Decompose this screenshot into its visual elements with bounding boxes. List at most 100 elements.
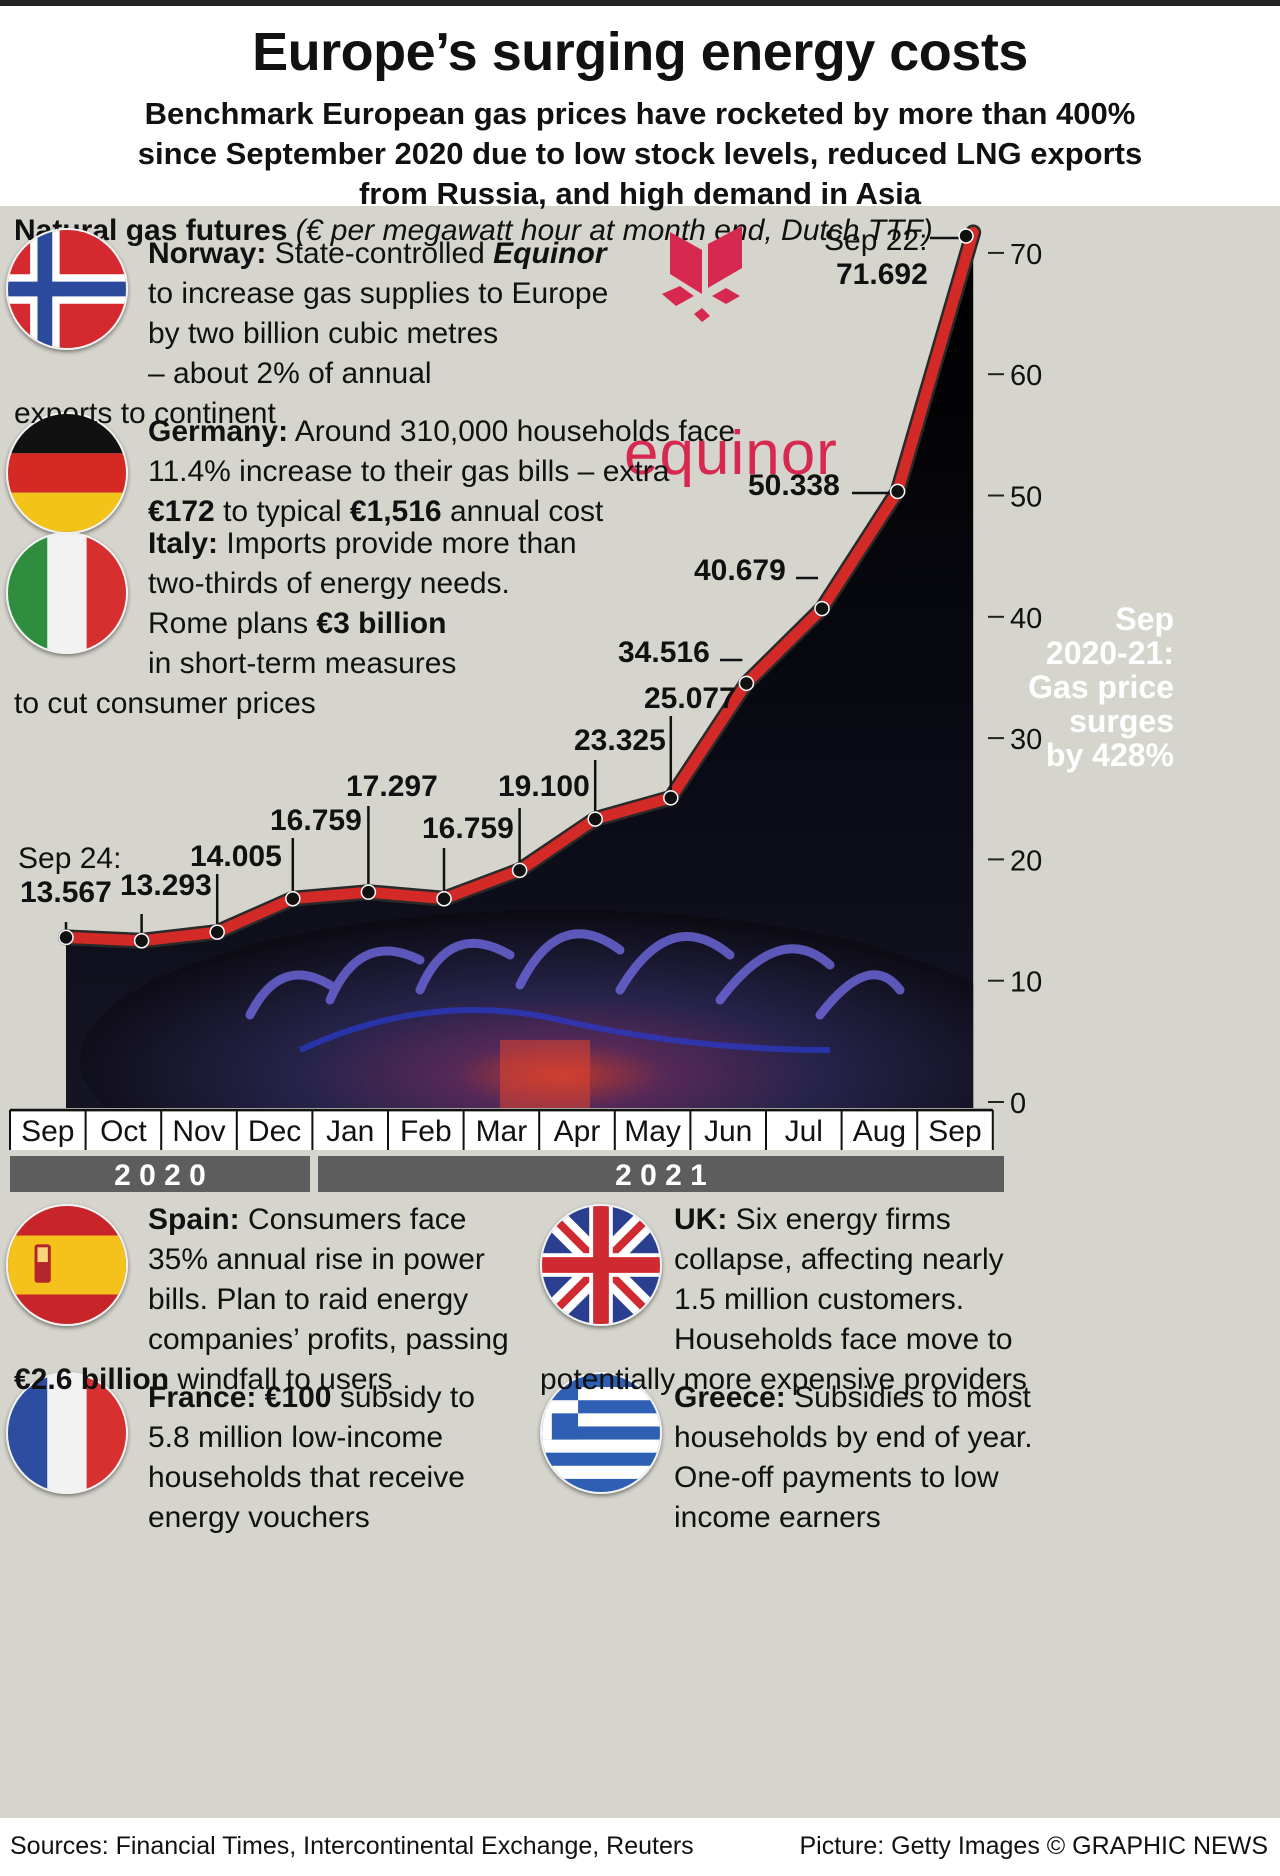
chart-label-units: (€ per megawatt hour at month end, Dutch… [295,214,933,247]
germany-text-3b: to typical [223,495,342,528]
x-tick-box [237,1112,312,1150]
uk-text-3: 1.5 million customers. [674,1283,965,1316]
germany-text-1: Around 310,000 households face [294,415,736,448]
x-tick-box [464,1112,539,1150]
spain-flag-icon [6,1204,128,1326]
italy-head: Italy: [148,527,219,560]
data-label: 25.077 [644,682,736,715]
norway-head: Norway: [148,237,267,270]
subtitle: Benchmark European gas prices have rocke… [0,94,1280,214]
germany-text-3a: €172 [148,495,215,528]
x-tick-label: Apr [554,1115,601,1148]
year-bar-2020 [10,1156,310,1192]
x-tick-label: Jun [704,1115,752,1148]
data-point [738,675,755,692]
data-point [663,790,679,806]
x-tick-label: Mar [476,1115,528,1148]
norway-text-1b: Equinor [493,237,607,270]
x-tick-label: Nov [172,1115,225,1148]
y-tick-label: 30 [1010,724,1042,756]
spain-text-1: Consumers face [248,1203,467,1236]
spain-head: Spain: [148,1203,240,1236]
x-tick-label: May [624,1115,681,1148]
data-point [511,862,528,879]
year-label-2021: 2 0 2 1 [615,1159,707,1192]
data-label: 71.692 [836,258,928,291]
norway-text-1a: State-controlled [274,237,485,270]
france-head: France: [148,1381,257,1414]
x-tick-label: Jul [785,1115,823,1148]
italy-text-3b: €3 billion [316,607,447,640]
uk-text-4: Households face move to [674,1323,1013,1356]
sources-footer: Sources: Financial Times, Intercontinent… [0,1818,1280,1876]
data-label: 16.759 [270,804,362,837]
germany-text-3d: annual cost [449,495,604,528]
data-label: 17.297 [346,770,438,803]
data-label-prefix: Sep 22: [824,224,927,257]
france-text-1a: €100 [264,1381,332,1414]
x-tick-box [767,1112,841,1150]
x-tick-box [162,1112,236,1150]
gas-price-chart: 0 10 20 30 40 50 60 70 Sep 24:13.567 13.29314.00… [9,224,1042,1192]
x-tick-box [389,1112,463,1150]
greece-text-1: Subsidies to most [794,1381,1031,1414]
data-label: 40.679 [694,554,786,587]
data-label: 34.516 [618,636,710,669]
x-tick-label: Jan [326,1115,374,1148]
italy-text-3a: Rome plans [148,607,309,640]
data-label: 14.005 [190,840,282,873]
data-label: 13.567 [20,876,112,909]
x-tick-label: Sep [928,1115,981,1148]
x-tick-box [842,1112,917,1150]
y-tick-label: 20 [1010,845,1042,877]
spain-text-4: companies’ profits, passing [148,1323,509,1356]
greece-note: Greece: Subsidies to most households by … [674,1378,1033,1538]
norway-text-3: by two billion cubic metres [148,317,499,350]
year-label-2020: 2 0 2 0 [114,1159,206,1192]
spain-text-5b: windfall to users [177,1363,393,1396]
y-tick-label: 70 [1010,239,1042,271]
italy-text-5: to cut consumer prices [14,687,316,720]
germany-text-3c: €1,516 [349,495,442,528]
data-point [285,890,301,907]
uk-text-5: potentially more expensive providers [540,1363,1027,1396]
y-tick-label: 10 [1010,967,1042,999]
germany-note: Germany: Around 310,000 households face … [148,412,735,532]
data-point [958,228,974,244]
spain-text-2: 35% annual rise in power [148,1243,485,1276]
y-tick-label: 0 [1010,1088,1026,1120]
equinor-logo-text: equinor [624,419,838,488]
y-tick-label: 50 [1010,482,1042,514]
x-tick-box [691,1112,765,1150]
data-point [889,483,906,500]
italy-text-2: two-thirds of energy needs. [148,567,510,600]
norway-note: Norway: State-controlled Equinor to incr… [14,234,608,434]
uk-note: UK: Six energy firms collapse, affecting… [540,1200,1027,1400]
spain-text-3: bills. Plan to raid energy [148,1283,469,1316]
x-tick-label: Sep [21,1115,74,1148]
italy-text-1: Imports provide more than [226,527,577,560]
france-text-4: energy vouchers [148,1501,370,1534]
data-point [360,884,377,900]
subtitle-line-3: from Russia, and high demand in Asia [358,176,922,211]
france-text-2: 5.8 million low-income [148,1421,444,1454]
spain-note: Spain: Consumers face 35% annual rise in… [14,1200,509,1400]
france-text-3: households that receive [148,1461,465,1494]
spain-text-5a: €2.6 billion [14,1363,170,1396]
greece-head: Greece: [674,1381,786,1414]
data-label: 50.338 [748,469,840,502]
surge-note-line-2: 2020-21: [1045,635,1174,671]
surge-note-line-3: Gas price [1028,669,1174,705]
norway-text-4: – about 2% of annual [148,357,432,390]
italy-note: Italy: Imports provide more than two-thi… [14,524,577,724]
data-point [814,600,830,617]
x-tick-label: Oct [100,1115,147,1148]
italy-text-4: in short-term measures [148,647,457,680]
greece-text-2: households by end of year. [674,1421,1033,1454]
data-markers: Sep 24:13.567 13.29314.00516.75917.29716.… [18,224,974,949]
credits-text: Picture: Getty Images © GRAPHIC NEWS [799,1832,1268,1860]
norway-flag-icon [6,228,128,350]
y-tick-label: 60 [1010,360,1042,392]
subtitle-line-2: since September 2020 due to low stock le… [137,136,1143,171]
x-tick-label: Dec [248,1115,301,1148]
